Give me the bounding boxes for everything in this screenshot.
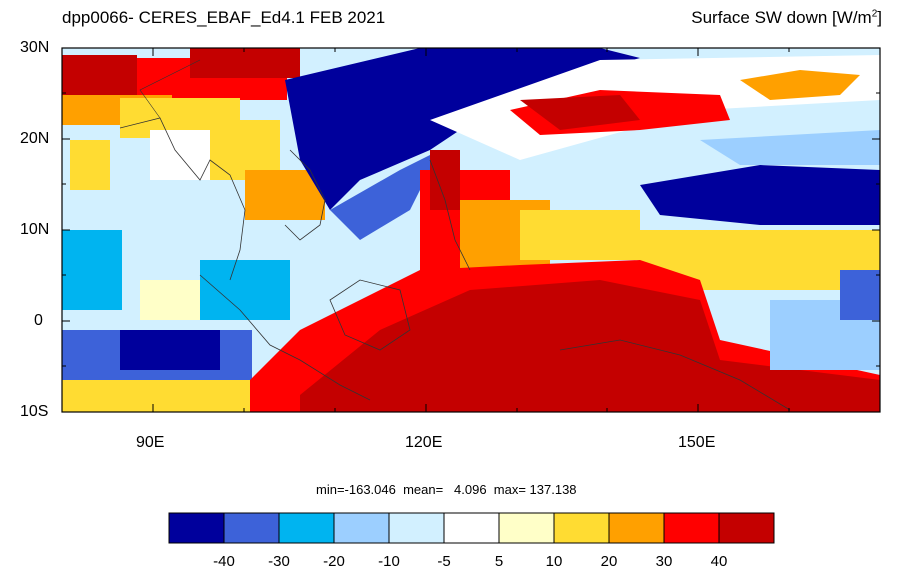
- colorbar-swatch: [333, 512, 390, 544]
- lat-ticks: [62, 47, 880, 413]
- colorbar: [168, 512, 775, 544]
- anomaly-field: [62, 48, 880, 412]
- colorbar-tick-label: 30: [655, 553, 673, 570]
- colorbar-swatch: [223, 512, 280, 544]
- colorbar-tick-label: 40: [710, 553, 728, 570]
- colorbar-swatch: [278, 512, 335, 544]
- colorbar-swatch: [608, 512, 665, 544]
- plot-title: dpp0066- CERES_EBAF_Ed4.1 FEB 2021: [62, 8, 386, 27]
- colorbar-tick-label: -40: [213, 553, 235, 570]
- colorbar-swatch: [498, 512, 555, 544]
- lat-label-20n: 20N: [20, 130, 50, 147]
- colorbar-tick-label: -5: [437, 553, 451, 570]
- colorbar-tick-label: 10: [545, 553, 563, 570]
- unit-exponent: 2: [871, 8, 878, 20]
- colorbar-tick-label: 5: [494, 553, 504, 570]
- colorbar-tick-label: -10: [378, 553, 400, 570]
- colorbar-tick-label: -30: [268, 553, 290, 570]
- lon-label-120e: 120E: [405, 434, 443, 451]
- variable-name: Surface SW down [W/m: [691, 8, 872, 27]
- lat-label-10s: 10S: [20, 403, 49, 420]
- colorbar-swatch: [718, 512, 775, 544]
- lat-label-0: 0: [34, 312, 43, 329]
- lon-label-90e: 90E: [136, 434, 165, 451]
- lon-ticks: [152, 48, 790, 412]
- colorbar-tick-label: 20: [600, 553, 618, 570]
- lat-label-30n: 30N: [20, 39, 50, 56]
- colorbar-swatch: [443, 512, 500, 544]
- colorbar-swatch: [663, 512, 720, 544]
- colorbar-swatch: [553, 512, 610, 544]
- plot-variable-title: Surface SW down [W/m2]: [691, 8, 882, 28]
- field-statistics: min=-163.046 mean= 4.096 max= 137.138: [316, 482, 577, 497]
- lon-label-150e: 150E: [678, 434, 716, 451]
- lat-label-10n: 10N: [20, 221, 50, 238]
- unit-bracket: ]: [877, 8, 882, 27]
- colorbar-tick-label: -20: [323, 553, 345, 570]
- colorbar-swatch: [388, 512, 445, 544]
- colorbar-swatch: [168, 512, 225, 544]
